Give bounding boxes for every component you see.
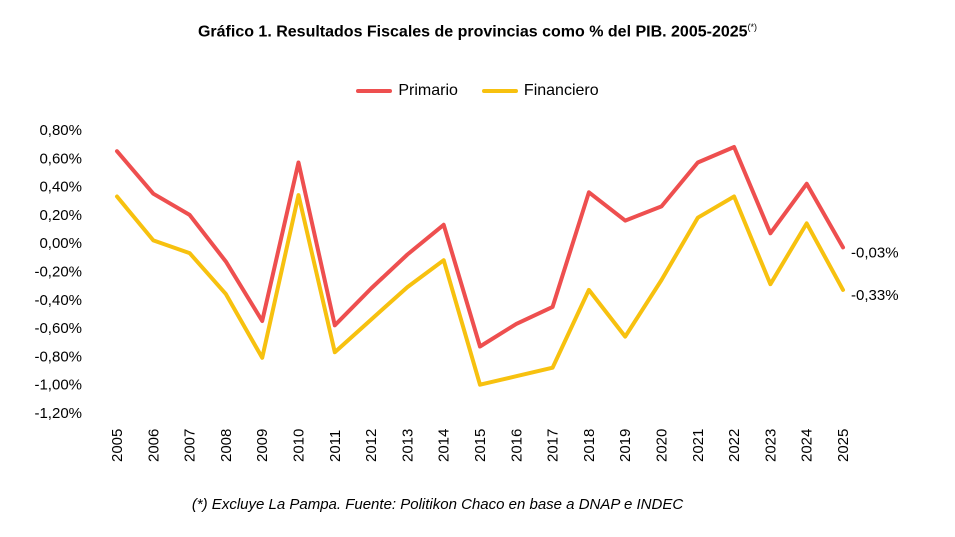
x-tick-label: 2021: [690, 429, 707, 462]
x-tick-label: 2020: [654, 429, 671, 462]
legend-label-primario: Primario: [398, 82, 458, 99]
x-tick-label: 2008: [218, 429, 235, 462]
y-tick-label: 0,80%: [39, 122, 82, 139]
series-line-primario: [115, 145, 845, 349]
x-tick-label: 2005: [109, 429, 126, 462]
x-tick-label: 2007: [182, 429, 199, 462]
y-tick-label: -1,00%: [34, 377, 82, 394]
x-tick-label: 2022: [726, 429, 743, 462]
y-tick-label: -0,60%: [34, 320, 82, 337]
legend: Primario Financiero: [0, 82, 955, 100]
x-tick-label: 2018: [581, 429, 598, 462]
x-tick-label: 2016: [508, 429, 525, 462]
chart-title: Gráfico 1. Resultados Fiscales de provin…: [0, 22, 955, 41]
x-tick-label: 2024: [799, 429, 816, 462]
y-tick-label: -1,20%: [34, 405, 82, 422]
chart-title-text: Gráfico 1. Resultados Fiscales de provin…: [197, 23, 748, 41]
chart-title-note: (*): [747, 22, 758, 32]
legend-swatch-primario: [356, 89, 393, 93]
x-tick-label: 2012: [363, 429, 380, 462]
y-tick-label: -0,80%: [34, 348, 82, 365]
x-tick-label: 2009: [254, 429, 271, 462]
x-tick-label: 2011: [327, 430, 344, 462]
series-line-financiero: [115, 193, 845, 387]
x-tick-label: 2006: [145, 429, 162, 462]
x-tick-label: 2025: [835, 429, 852, 462]
y-tick-label: -0,20%: [34, 264, 82, 281]
legend-item-financiero: Financiero: [481, 82, 599, 100]
x-tick-label: 2019: [617, 429, 634, 462]
y-tick-label: 0,60%: [39, 150, 82, 167]
y-tick-label: 0,20%: [39, 207, 82, 224]
y-tick-label: -0,40%: [34, 292, 82, 309]
x-tick-label: 2014: [436, 429, 453, 462]
footnote: (*) Excluye La Pampa. Fuente: Politikon …: [191, 496, 684, 513]
legend-swatch-financiero: [481, 89, 518, 93]
x-tick-label: 2010: [291, 429, 308, 462]
y-tick-label: 0,00%: [39, 235, 82, 252]
legend-item-primario: Primario: [356, 82, 458, 100]
x-tick-label: 2013: [399, 429, 416, 462]
x-tick-label: 2015: [472, 429, 489, 462]
legend-label-financiero: Financiero: [523, 82, 599, 99]
y-tick-label: 0,40%: [39, 179, 82, 196]
data-label-primario: -0,03%: [851, 244, 899, 261]
x-tick-label: 2023: [762, 429, 779, 462]
x-tick-label: 2017: [545, 429, 562, 462]
data-label-financiero: -0,33%: [851, 287, 899, 304]
